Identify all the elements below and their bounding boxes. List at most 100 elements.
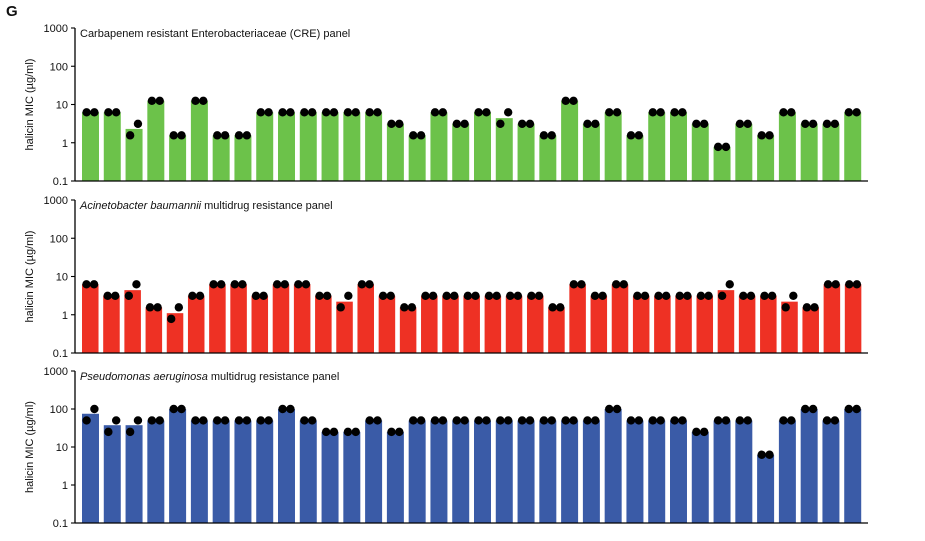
point-1-21-a (527, 291, 536, 300)
point-0-35-a (844, 108, 854, 117)
point-0-21-a (539, 131, 549, 140)
point-1-20-b (513, 291, 523, 300)
point-2-20-a (517, 416, 527, 425)
point-2-28-a (692, 427, 701, 437)
point-2-28-b (699, 427, 709, 437)
point-2-14-a (387, 427, 396, 437)
y-tick-label-1-4: 1000 (44, 195, 68, 207)
bar-1-19 (484, 295, 502, 353)
bar-1-5 (187, 295, 205, 353)
bar-2-24 (604, 409, 622, 523)
point-2-32-b (787, 416, 796, 425)
point-0-10-a (300, 108, 309, 117)
point-1-26-a (633, 291, 642, 300)
point-1-5-b (195, 291, 205, 300)
y-tick-label-1-0: 0.1 (53, 348, 68, 360)
point-2-26-b (656, 416, 665, 425)
bar-0-26 (648, 112, 666, 181)
point-1-14-b (386, 291, 395, 300)
panel-title-text-2: multidrug resistance panel (208, 371, 339, 383)
bar-2-32 (778, 420, 796, 523)
point-1-15-a (400, 303, 409, 312)
bar-2-23 (582, 420, 600, 523)
point-2-7-b (242, 416, 252, 425)
point-0-6-a (213, 131, 222, 140)
point-1-32-b (767, 291, 777, 300)
bar-0-23 (582, 123, 600, 181)
bar-1-11 (315, 295, 332, 353)
bar-0-24 (604, 112, 622, 181)
y-tick-label-2-0: 0.1 (53, 518, 68, 530)
point-2-15-b (416, 416, 426, 425)
bar-2-33 (800, 409, 818, 523)
bar-2-7 (234, 420, 252, 523)
point-2-16-a (430, 416, 440, 425)
point-2-21-a (539, 416, 549, 425)
bar-2-4 (169, 409, 187, 523)
point-0-2-a (125, 131, 135, 140)
bar-2-22 (561, 420, 579, 523)
bar-1-26 (632, 295, 650, 353)
point-1-23-a (569, 280, 579, 289)
bar-2-29 (713, 420, 731, 523)
point-1-34-a (802, 303, 812, 312)
point-0-20-a (517, 119, 527, 128)
point-0-20-b (525, 119, 535, 128)
point-2-31-a (757, 450, 766, 459)
bar-2-12 (343, 431, 361, 523)
bar-2-9 (278, 409, 295, 523)
bar-2-0 (82, 413, 99, 523)
point-0-14-a (387, 119, 396, 128)
point-0-8-b (264, 108, 273, 117)
bar-2-26 (648, 420, 666, 523)
point-0-28-b (699, 119, 709, 128)
point-0-0-a (82, 108, 91, 117)
bar-2-5 (190, 420, 208, 523)
panel-title-italic-1: Acinetobacter baumannii (79, 200, 202, 212)
bar-2-19 (495, 420, 513, 523)
point-0-2-b (133, 119, 143, 128)
point-1-25-b (619, 280, 628, 289)
point-0-1-a (104, 108, 113, 117)
bar-1-2 (124, 290, 141, 353)
point-2-0-a (82, 416, 91, 425)
point-1-0-b (89, 280, 99, 289)
point-2-6-a (213, 416, 222, 425)
y-axis-title-0: halicin MIC (µg/ml) (24, 59, 36, 151)
y-tick-label-2-1: 1 (62, 480, 68, 492)
bar-1-31 (738, 295, 756, 353)
point-2-12-a (343, 427, 353, 437)
point-1-6-a (209, 280, 218, 289)
point-2-27-a (670, 416, 679, 425)
bar-2-18 (474, 420, 491, 523)
y-tick-label-2-2: 10 (56, 442, 68, 454)
bar-2-6 (212, 420, 230, 523)
point-2-6-b (220, 416, 230, 425)
point-1-2-a (124, 291, 134, 300)
bar-0-18 (474, 112, 491, 181)
bar-1-10 (293, 284, 311, 353)
point-2-22-b (569, 416, 578, 425)
point-1-23-b (577, 280, 586, 289)
point-2-10-a (300, 416, 309, 425)
bar-0-34 (822, 123, 840, 181)
point-2-2-b (133, 416, 143, 425)
point-2-8-a (256, 416, 266, 425)
bar-2-30 (735, 420, 753, 523)
y-tick-label-0-3: 100 (50, 61, 68, 73)
bar-1-7 (230, 284, 247, 353)
point-0-25-a (626, 131, 636, 140)
point-1-24-a (590, 291, 600, 300)
point-2-18-a (474, 416, 483, 425)
point-1-31-b (746, 291, 756, 300)
point-0-4-b (177, 131, 186, 140)
point-0-11-b (329, 108, 339, 117)
bar-2-8 (256, 420, 274, 523)
point-0-33-a (801, 119, 810, 128)
point-0-23-b (591, 119, 600, 128)
point-1-30-a (717, 291, 727, 300)
point-2-30-a (735, 416, 745, 425)
point-0-4-a (169, 131, 178, 140)
bar-2-10 (299, 420, 317, 523)
bar-1-22 (548, 307, 565, 353)
